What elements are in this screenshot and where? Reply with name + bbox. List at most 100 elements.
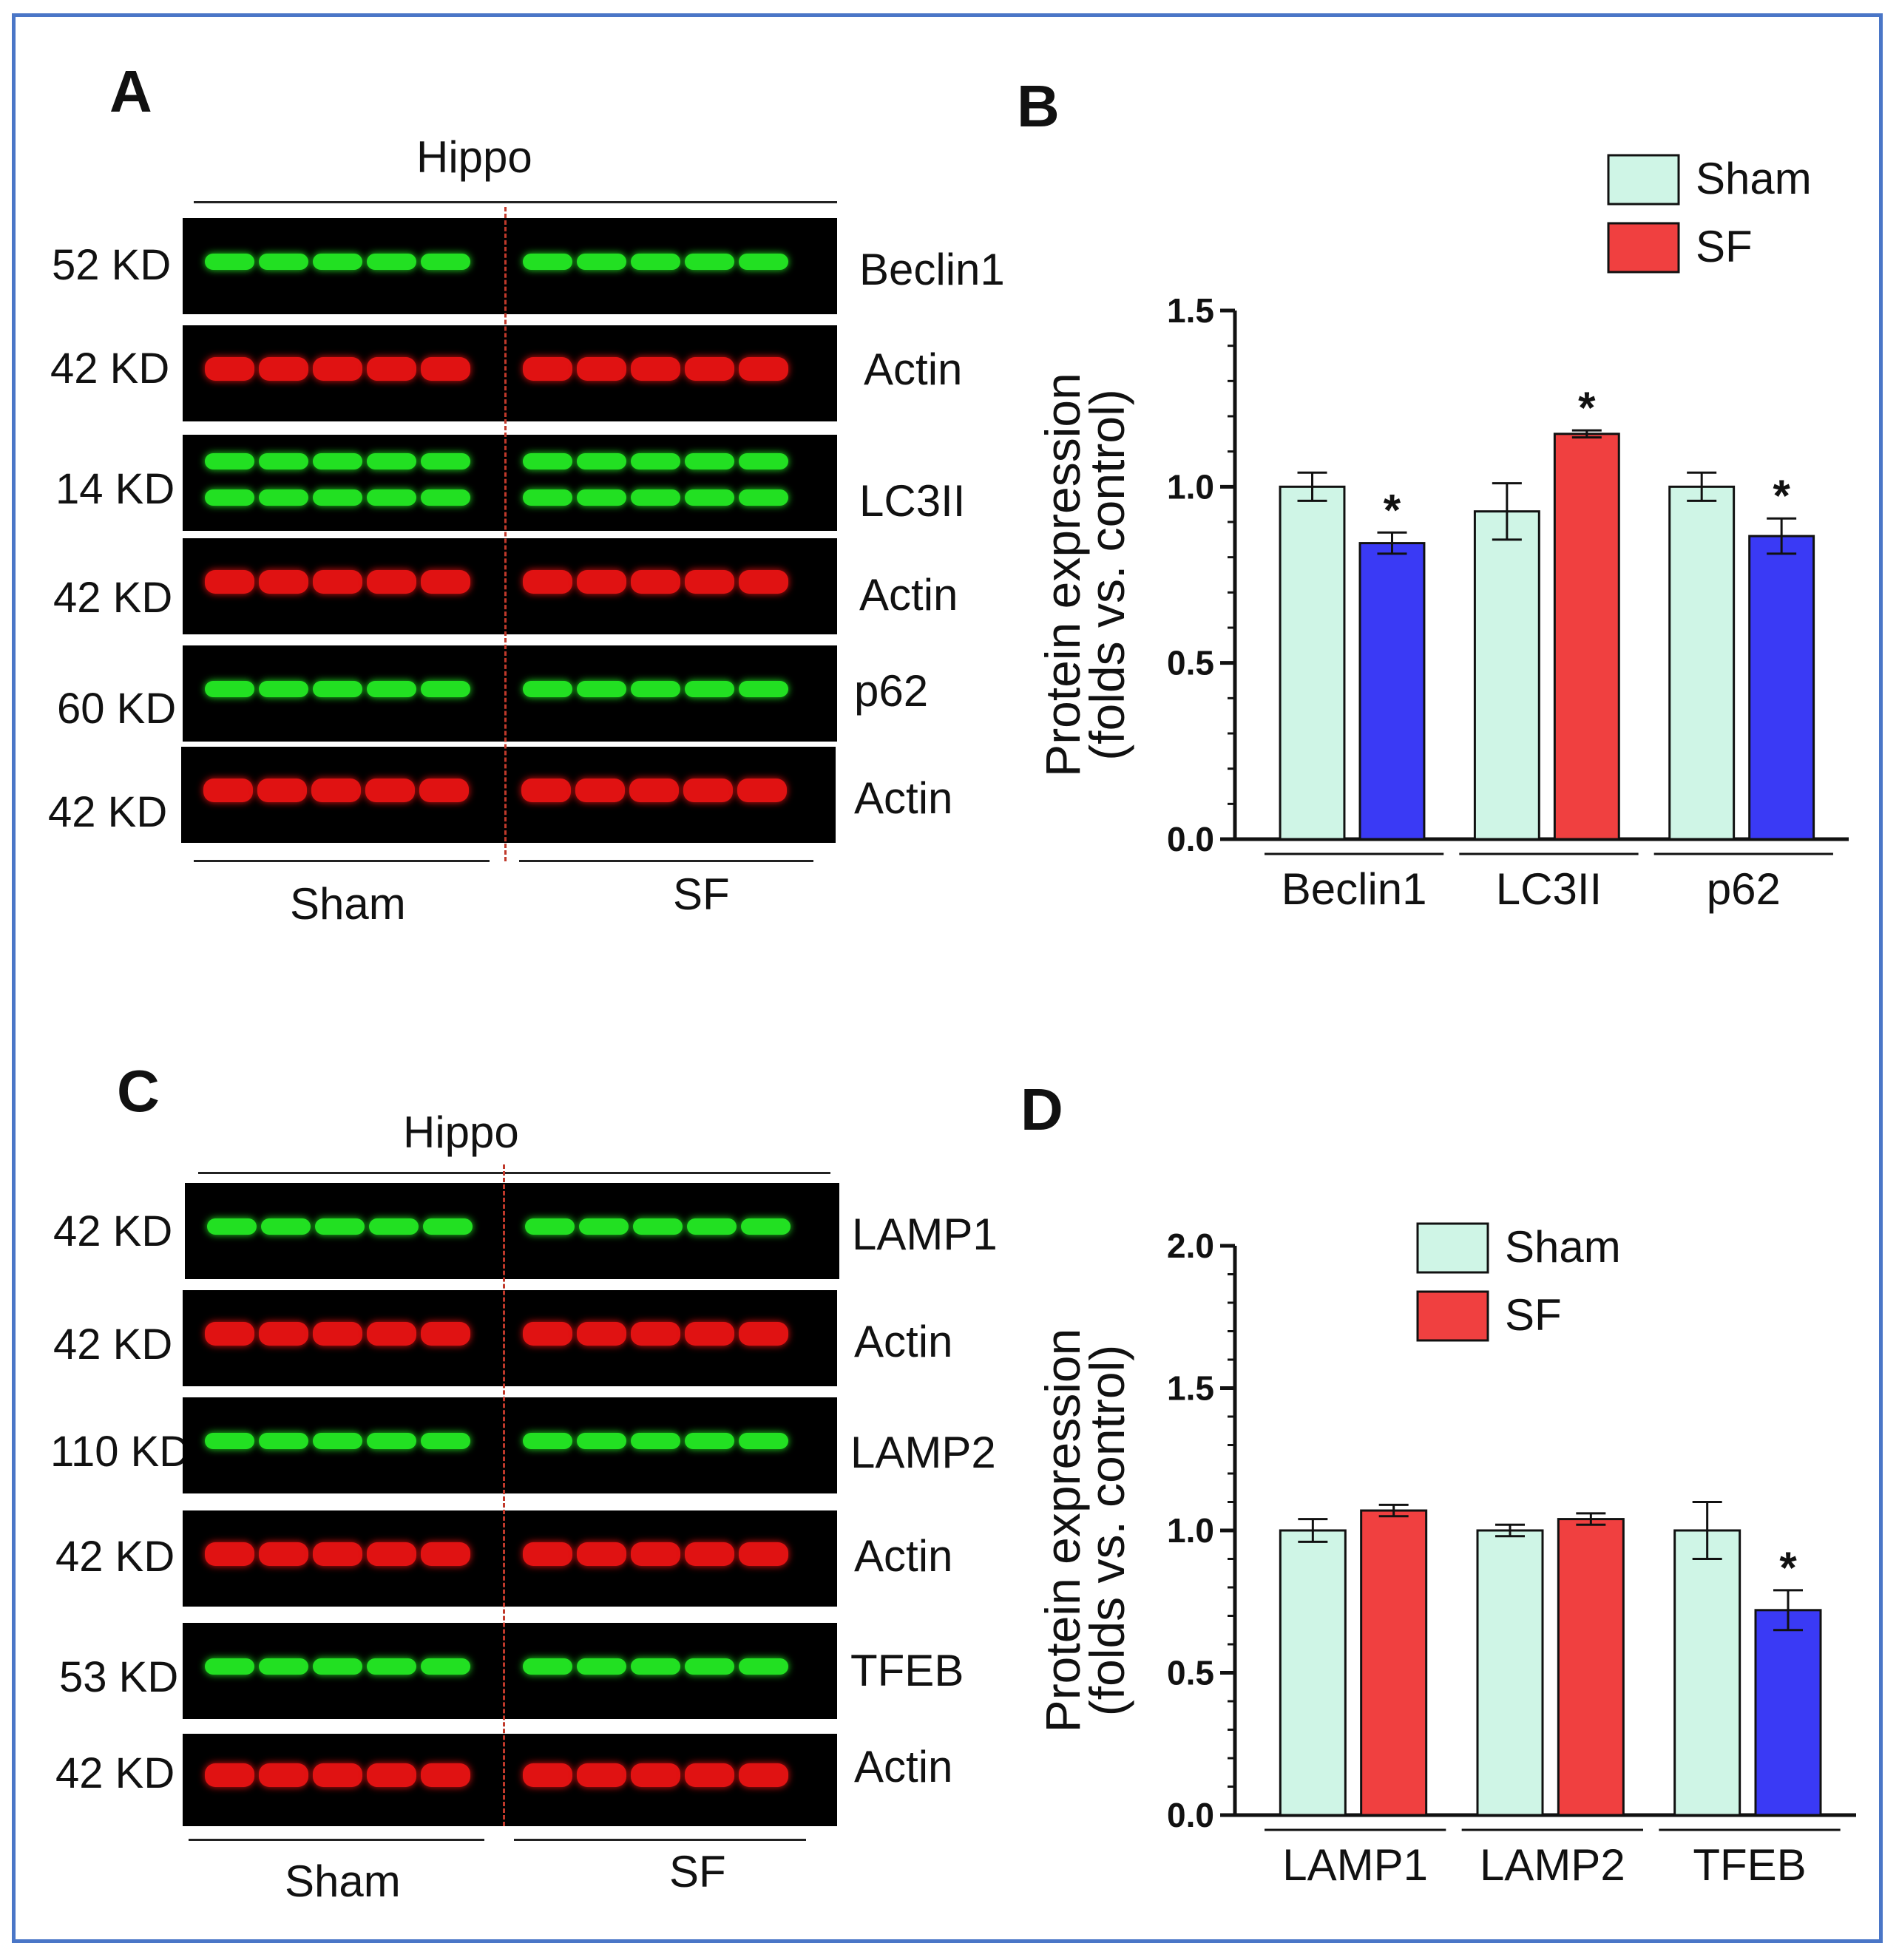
blot-band: [739, 1322, 788, 1346]
blot-band: [205, 254, 254, 270]
group-label: SF: [673, 869, 730, 919]
y-axis-label: Protein expression: [1035, 1329, 1090, 1733]
bar-sham: [1473, 510, 1540, 841]
blot-band: [367, 570, 416, 594]
blot-band: [577, 453, 626, 469]
blot-band: [423, 1218, 473, 1235]
blot-band: [685, 453, 734, 469]
blot-band: [315, 1218, 365, 1235]
blot-strip-actin: [183, 1510, 837, 1607]
y-tick-label: 0.0: [1167, 820, 1214, 858]
blot-band: [739, 570, 788, 594]
blot-band: [367, 453, 416, 469]
kd-label: 52 KD: [52, 241, 172, 289]
blot-band: [205, 1763, 254, 1787]
blot-band: [631, 357, 680, 381]
blot-band: [739, 1658, 788, 1675]
x-tick-label: Beclin1: [1282, 864, 1427, 914]
blot-band: [313, 570, 362, 594]
blot-band: [577, 254, 626, 270]
kd-label: 42 KD: [48, 788, 168, 836]
blot-band: [205, 1658, 254, 1675]
blot-strip-lamp2: [183, 1397, 837, 1493]
blot-band: [259, 681, 308, 697]
legend-label: Sham: [1505, 1222, 1621, 1272]
protein-label: Actin: [854, 1531, 953, 1581]
x-tick-label: LAMP1: [1282, 1840, 1428, 1890]
blot-band: [259, 254, 308, 270]
blot-band: [685, 570, 734, 594]
blot-band: [739, 357, 788, 381]
blot-band: [313, 1433, 362, 1449]
group-label: Sham: [285, 1856, 401, 1906]
blot-strip-actin: [183, 1734, 837, 1826]
blot-band: [739, 1763, 788, 1787]
y-tick-label: 1.5: [1167, 291, 1214, 330]
blot-band: [259, 453, 308, 469]
blot-strip-actin: [183, 325, 837, 421]
y-tick-label: 1.5: [1167, 1369, 1214, 1408]
blot-band: [579, 1218, 629, 1235]
group-label: Sham: [290, 879, 406, 929]
blot-band: [205, 453, 254, 469]
blot-band: [631, 489, 680, 506]
blot-band: [421, 453, 470, 469]
blot-band: [259, 1542, 308, 1566]
blot-band: [521, 779, 571, 802]
protein-label: Actin: [854, 1317, 953, 1366]
protein-label: TFEB: [850, 1646, 964, 1695]
blot-band: [367, 489, 416, 506]
blot-band: [737, 779, 787, 802]
kd-label: 42 KD: [53, 574, 173, 622]
blot-band: [577, 489, 626, 506]
bar-sham: [1668, 485, 1736, 841]
blot-band: [369, 1218, 419, 1235]
blot-band: [421, 357, 470, 381]
blot-band: [421, 1658, 470, 1675]
kd-label: 60 KD: [57, 685, 177, 733]
blot-band: [259, 1763, 308, 1787]
blot-band: [523, 1433, 572, 1449]
legend-swatch: [1607, 154, 1680, 206]
blot-band: [259, 1658, 308, 1675]
blot-band: [685, 1322, 734, 1346]
blot-band: [633, 1218, 683, 1235]
blot-band: [523, 1763, 572, 1787]
blot-band: [259, 1433, 308, 1449]
blot-band: [367, 681, 416, 697]
group-label: SF: [669, 1847, 726, 1896]
blot-band: [421, 570, 470, 594]
blot-band: [685, 681, 734, 697]
blot-band: [631, 1322, 680, 1346]
blot-band: [631, 570, 680, 594]
blot-band: [739, 489, 788, 506]
blot-band: [523, 570, 572, 594]
protein-label: Actin: [854, 773, 953, 823]
blot-band: [685, 1763, 734, 1787]
kd-label: 42 KD: [50, 345, 170, 393]
blot-band: [525, 1218, 575, 1235]
blot-band: [629, 779, 679, 802]
blot-band: [205, 357, 254, 381]
y-axis-label: (folds vs. control): [1080, 389, 1134, 760]
kd-label: 14 KD: [55, 465, 175, 513]
kd-label: 110 KD: [50, 1428, 191, 1476]
blot-band: [523, 1658, 572, 1675]
blot-band: [257, 779, 307, 802]
blot-band: [631, 1763, 680, 1787]
blot-band: [311, 779, 361, 802]
blot-strip-p62: [183, 645, 837, 742]
blot-band: [205, 681, 254, 697]
blot-strip-beclin1: [183, 218, 837, 314]
lane-divider: [503, 1164, 505, 1826]
blot-strip-lc3ii: [183, 435, 837, 531]
blot-band: [577, 1322, 626, 1346]
blot-band: [205, 570, 254, 594]
blot-band: [313, 489, 362, 506]
y-tick-label: 0.0: [1167, 1796, 1214, 1834]
bar-sf: [1754, 1609, 1822, 1817]
protein-label: Beclin1: [859, 245, 1005, 294]
significance-marker: *: [1773, 471, 1790, 520]
blot-band: [367, 1542, 416, 1566]
blot-band: [739, 681, 788, 697]
